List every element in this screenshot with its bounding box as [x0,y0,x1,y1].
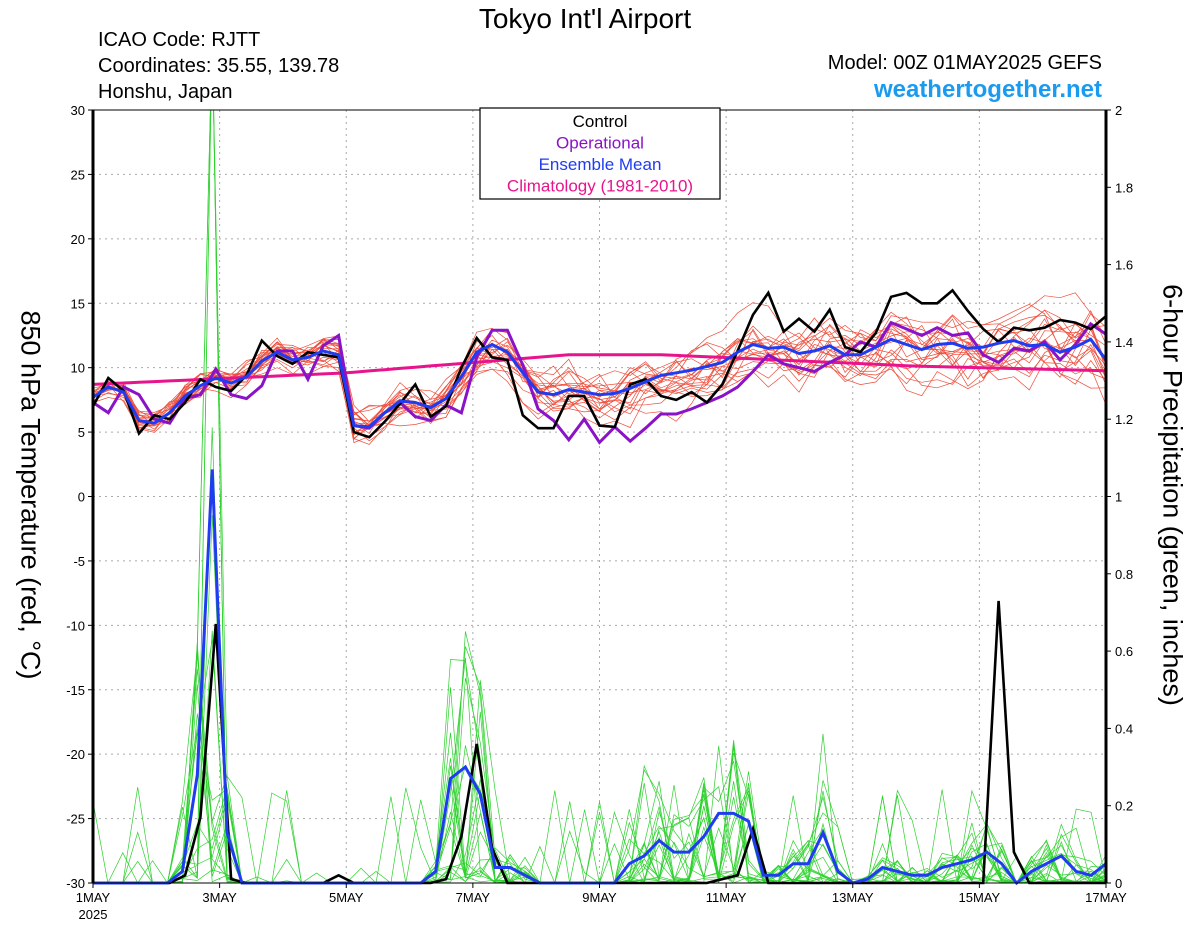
precip-member-line-15 [93,654,1106,883]
precip-member-line-9 [93,790,1106,883]
legend-box [479,107,721,200]
temp-member-line-6 [92,322,1107,429]
precip-member-line-0 [93,764,1106,883]
legend-entry-2: Ensemble Mean [539,155,662,174]
control-temp-line [91,288,1107,439]
y-right-tick-label-4: 0.8 [1115,567,1133,582]
coordinates: Coordinates: 35.55, 139.78 [98,55,340,77]
mean-temp-line [92,337,1108,429]
precip-member-line-13 [93,668,1106,883]
y-left-tick-label-12: 30 [71,103,85,118]
y-right-tick-label-3: 0.6 [1115,644,1133,659]
y-left-tick-label-3: -15 [66,683,85,698]
precip-member-line-18 [93,713,1106,883]
legend-entry-1: Operational [556,134,644,153]
temp-member-line-17 [92,318,1107,440]
x-tick-label-4: 9MAY [582,890,617,905]
x-tick-label-3: 7MAY [456,890,491,905]
x-tick-label-6: 13MAY [832,890,874,905]
climatology [92,353,1107,386]
temp-member-line-2 [92,321,1107,434]
y-left-tick-label-0: -30 [66,876,85,891]
grid [93,110,1106,883]
temp-member-line-19 [92,344,1107,439]
precip-member-line-19 [93,110,1106,883]
temp-member-line-8 [92,317,1107,430]
y-left-tick-label-7: 5 [78,425,85,440]
y-right-tick-label-7: 1.4 [1115,335,1133,350]
precip-member-line-4 [93,732,1106,883]
legend: Control Operational Ensemble Mean Climatolo… [479,107,721,200]
temp-member-line-10 [92,329,1107,425]
y-left-tick-label-10: 20 [71,232,85,247]
temp-member-line-18 [92,292,1107,428]
x-tick-label-1: 3MAY [202,890,237,905]
precip-member-line-8 [93,657,1106,883]
temp-member-line-14 [92,321,1107,444]
y-left-tick-label-5: -5 [73,554,85,569]
y-right-tick-label-6: 1.2 [1115,412,1133,427]
legend-entry-3: Climatology (1981-2010) [507,177,693,196]
precip-member-line-16 [93,642,1106,883]
axes: -30-25-20-15-10-505101520253000.20.40.60… [66,103,1133,922]
x-tick-sublabel-0: 2025 [79,907,108,922]
y-right-tick-label-9: 1.8 [1115,180,1133,195]
y-left-tick-label-9: 15 [71,296,85,311]
model-run: Model: 00Z 01MAY2025 GEFS [827,52,1102,74]
precip-member-line-12 [93,728,1106,883]
y-right-tick-label-5: 1 [1115,490,1122,505]
y-left-tick-label-6: 0 [78,490,85,505]
y-left-tick-label-11: 25 [71,167,85,182]
temp-member-line-15 [92,311,1107,423]
x-tick-label-2: 5MAY [329,890,364,905]
site-link[interactable]: weathertogether.net [873,76,1102,103]
y-right-tick-label-10: 2 [1115,103,1122,118]
y-left-tick-label-2: -20 [66,747,85,762]
x-tick-label-0: 1MAY [76,890,111,905]
y-left-tick-label-8: 10 [71,361,85,376]
y-right-tick-label-1: 0.2 [1115,799,1133,814]
icao-code: ICAO Code: RJTT [98,29,261,51]
operational-temp-line [92,320,1107,445]
precip-member-line-14 [93,678,1106,883]
y-right-tick-label-0: 0 [1115,876,1122,891]
precip-member-line-17 [93,110,1106,883]
climatology-line [92,353,1107,386]
y-left-tick-label-1: -25 [66,812,85,827]
chart-title: Tokyo Int'l Airport [478,3,692,34]
legend-entry-0: Control [573,112,628,131]
x-tick-label-8: 17MAY [1085,890,1127,905]
y-right-tick-label-2: 0.4 [1115,721,1133,736]
y-right-tick-label-8: 1.6 [1115,258,1133,273]
x-tick-label-7: 15MAY [959,890,1001,905]
x-tick-label-5: 11MAY [706,890,747,905]
y-left-tick-label-4: -10 [66,618,85,633]
region: Honshu, Japan [98,81,233,103]
